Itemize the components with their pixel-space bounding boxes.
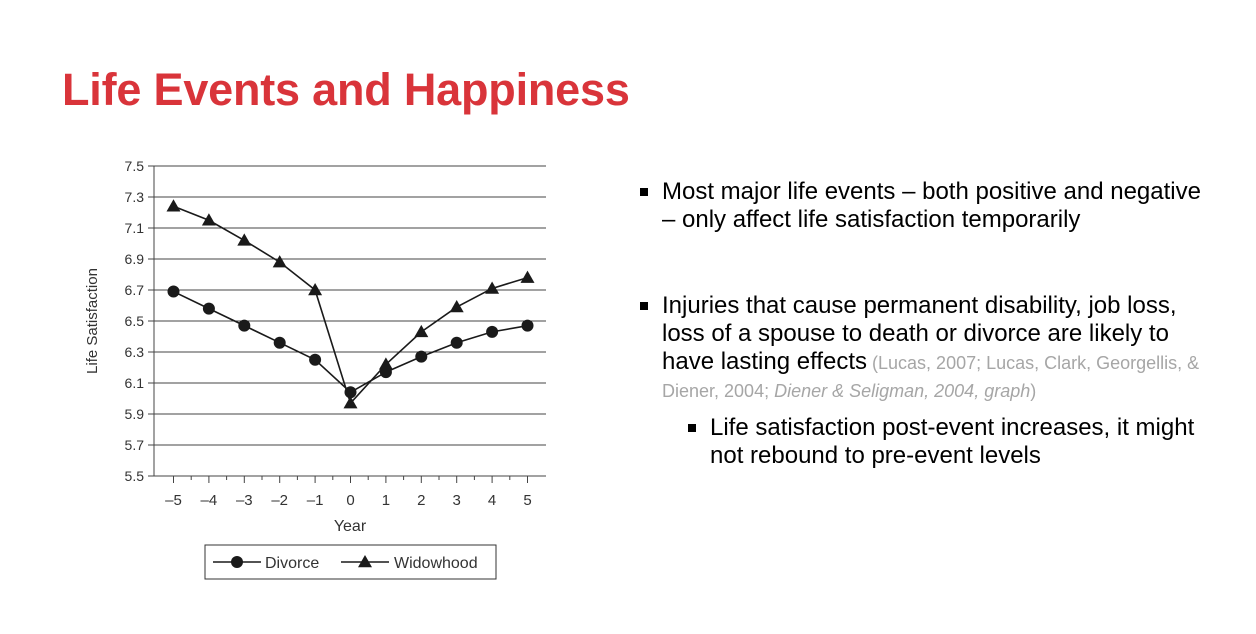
data-point-divorce — [486, 325, 499, 338]
data-point-widowhood — [308, 283, 323, 296]
series-line-widowhood — [173, 205, 528, 405]
y-tick-label: 5.7 — [125, 437, 145, 453]
x-tick-label: –4 — [201, 492, 218, 509]
x-tick-label: 2 — [417, 492, 425, 509]
sub-bullet-item: Life satisfaction post-event increases, … — [686, 414, 1218, 470]
grid-lines — [154, 165, 546, 477]
legend-box — [204, 544, 497, 580]
data-point-divorce — [202, 302, 215, 315]
square-bullet-icon — [640, 302, 648, 310]
legend-label-divorce: Divorce — [265, 555, 319, 572]
y-tick-label: 6.9 — [125, 251, 145, 267]
y-tick-label: 6.5 — [125, 313, 145, 329]
life-satisfaction-chart: 5.5 5.7 5.9 6.1 6.3 6.5 6.7 6.9 7.1 7.3 7.5 –5 –4 –3 –… — [84, 158, 546, 580]
bullet-item: Most major life events – both positive a… — [638, 178, 1218, 234]
x-tick-label: 5 — [523, 492, 531, 509]
data-point-divorce — [238, 319, 251, 332]
y-tick-label: 7.1 — [125, 220, 145, 236]
series-line-divorce — [173, 290, 528, 394]
citation-end: ) — [1030, 381, 1037, 401]
y-tick-label: 6.3 — [125, 344, 145, 360]
chart-legend: Divorce Widowhood — [204, 544, 497, 580]
data-point-widowhood — [343, 396, 358, 409]
y-tick-label: 7.3 — [125, 189, 145, 205]
x-tick-label: –5 — [165, 492, 182, 509]
x-tick-label: –2 — [271, 492, 288, 509]
data-point-divorce — [167, 285, 180, 298]
x-tick-label: 0 — [346, 492, 354, 509]
data-point-divorce — [309, 353, 322, 366]
data-point-divorce — [450, 336, 463, 349]
data-point-divorce — [415, 350, 428, 363]
bullet-text: Injuries that cause permanent disability… — [662, 292, 1177, 375]
data-point-divorce — [273, 336, 286, 349]
bullet-text: Life satisfaction post-event increases, … — [710, 414, 1195, 469]
x-tick-label: –1 — [307, 492, 324, 509]
y-axis-label: Life Satisfaction — [84, 268, 101, 374]
data-point-widowhood — [272, 255, 287, 268]
bullet-text: Most major life events – both positive a… — [662, 178, 1201, 233]
square-bullet-icon — [640, 188, 648, 196]
legend-label-widowhood: Widowhood — [394, 555, 478, 572]
x-tick-label: 4 — [488, 492, 496, 509]
y-tick-label: 6.1 — [125, 375, 145, 391]
square-bullet-icon — [688, 424, 696, 432]
data-point-widowhood — [414, 324, 429, 338]
y-tick-label: 6.7 — [125, 282, 145, 298]
y-tick-label: 5.9 — [125, 406, 145, 422]
bullet-item: Injuries that cause permanent disability… — [638, 292, 1218, 404]
data-point-widowhood — [378, 357, 393, 370]
x-tick-label: 3 — [453, 492, 461, 509]
data-point-widowhood — [520, 270, 535, 283]
data-point-widowhood — [201, 213, 216, 226]
x-axis-label: Year — [334, 518, 367, 535]
legend-marker-divorce — [231, 556, 243, 568]
x-tick-label: 1 — [382, 492, 390, 509]
y-tick-label: 5.5 — [125, 468, 145, 484]
data-point-divorce — [521, 319, 534, 332]
chart-axes: 5.5 5.7 5.9 6.1 6.3 6.5 6.7 6.9 7.1 7.3 7.5 –5 –4 –3 –… — [125, 158, 546, 509]
data-point-widowhood — [237, 233, 252, 246]
citation-italic: Diener & Seligman, 2004, graph — [774, 381, 1031, 401]
citation: (Lucas, 2007; Lucas, Clark, Georgellis, … — [662, 353, 1200, 401]
slide-title: Life Events and Happiness — [62, 64, 630, 115]
chart-series — [166, 199, 535, 409]
y-tick-label: 7.5 — [125, 158, 145, 174]
bullet-list: Most major life events – both positive a… — [638, 178, 1218, 470]
data-point-widowhood — [485, 281, 500, 294]
data-point-widowhood — [166, 199, 181, 212]
data-point-widowhood — [449, 300, 464, 313]
x-tick-label: –3 — [236, 492, 253, 509]
legend-marker-widowhood — [358, 555, 372, 568]
